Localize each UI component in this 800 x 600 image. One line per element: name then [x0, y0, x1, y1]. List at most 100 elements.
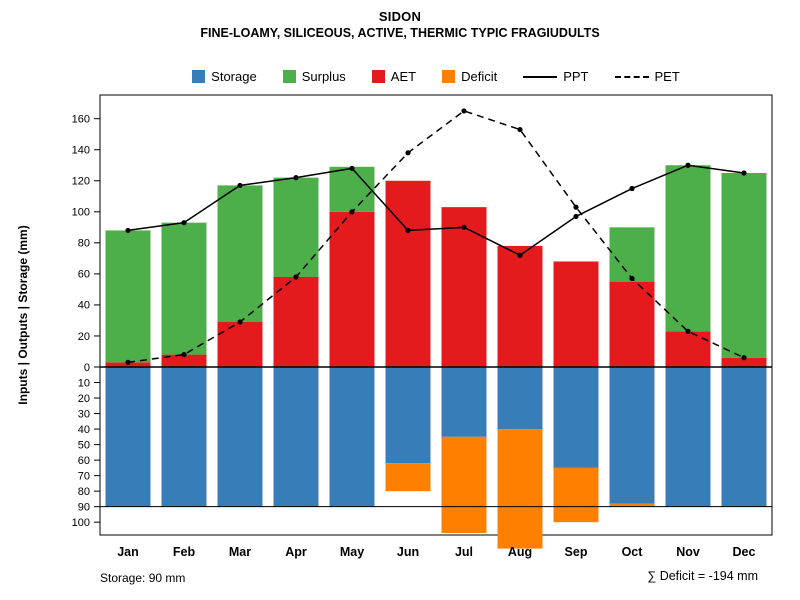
point-pet-aug: [517, 126, 523, 133]
point-pet-jul: [461, 108, 467, 114]
month-label-jul: Jul: [455, 545, 473, 559]
month-label-feb: Feb: [173, 545, 196, 559]
bar-aet-oct: [609, 281, 655, 367]
bar-deficit-jul: [441, 436, 487, 534]
point-ppt-dec: [741, 170, 747, 176]
month-label-oct: Oct: [622, 545, 644, 559]
bar-storage-nov: [665, 367, 711, 507]
ppt-legend-line-sample: [523, 75, 558, 78]
bar-surplus-feb: [161, 222, 207, 355]
point-pet-may: [349, 209, 355, 215]
bar-storage-mar: [217, 367, 263, 507]
bar-storage-feb: [161, 367, 207, 507]
point-pet-nov: [685, 328, 691, 334]
bar-storage-apr: [273, 367, 319, 507]
bar-surplus-may: [329, 166, 375, 212]
legend-label-aet: AET: [390, 69, 417, 84]
deficit-legend-swatch: [442, 70, 456, 83]
bar-surplus-oct: [609, 227, 655, 282]
y-tick-label: 70: [78, 470, 90, 482]
y-tick-label: 60: [78, 269, 90, 281]
point-ppt-apr: [293, 175, 299, 181]
storage-note: Storage: 90 mm: [100, 571, 186, 585]
bar-storage-jul: [441, 367, 487, 437]
bar-aet-jul: [441, 207, 487, 367]
month-label-sep: Sep: [565, 545, 588, 559]
point-pet-dec: [741, 355, 747, 361]
month-label-apr: Apr: [285, 545, 307, 559]
legend-item-pet: PET: [614, 69, 680, 84]
bar-aet-jun: [385, 180, 431, 367]
point-ppt-nov: [685, 162, 691, 168]
chart-legend: Storage Surplus AET Deficit PPT PET: [0, 69, 800, 84]
point-ppt-jul: [461, 224, 467, 230]
y-tick-label: 40: [78, 300, 90, 312]
line-ppt: [127, 164, 745, 257]
legend-label-pet: PET: [654, 69, 680, 84]
month-label-mar: Mar: [229, 545, 251, 559]
y-tick-label: 100: [72, 517, 90, 529]
point-pet-mar: [237, 319, 243, 325]
point-ppt-feb: [181, 220, 187, 226]
legend-label-storage: Storage: [211, 69, 257, 84]
bar-aet-feb: [161, 354, 207, 367]
y-tick-label: 90: [78, 501, 90, 513]
bar-deficit-sep: [553, 467, 599, 523]
legend-label-ppt: PPT: [563, 69, 589, 84]
bar-aet-apr: [273, 276, 319, 367]
bar-surplus-apr: [273, 177, 319, 277]
deficit-note: ∑ Deficit = -194 mm: [647, 569, 758, 583]
point-pet-apr: [293, 274, 299, 280]
bar-aet-may: [329, 211, 375, 367]
bar-storage-dec: [721, 367, 767, 507]
point-pet-feb: [181, 351, 187, 358]
y-tick-label: 140: [72, 145, 90, 157]
y-tick-label: 40: [78, 424, 90, 436]
month-label-nov: Nov: [676, 545, 700, 559]
bar-aet-mar: [217, 321, 263, 367]
legend-item-deficit: Deficit: [442, 69, 497, 84]
point-ppt-jun: [405, 227, 411, 234]
y-tick-label: 60: [78, 455, 90, 467]
month-label-aug: Aug: [508, 545, 532, 559]
point-pet-jun: [405, 150, 411, 156]
legend-item-surplus: Surplus: [282, 69, 346, 84]
y-tick-label: 0: [84, 362, 90, 374]
bar-storage-aug: [497, 367, 543, 430]
point-ppt-mar: [237, 182, 243, 189]
bar-surplus-mar: [217, 185, 263, 322]
y-axis-label: Inputs | Outputs | Storage (mm): [16, 225, 30, 404]
legend-item-storage: Storage: [192, 69, 257, 84]
bar-aet-dec: [721, 357, 767, 367]
bar-storage-oct: [609, 367, 655, 504]
chart-subtitle: FINE-LOAMY, SILICEOUS, ACTIVE, THERMIC T…: [200, 26, 600, 40]
plot-border: [99, 94, 773, 536]
bar-storage-sep: [553, 367, 599, 468]
line-pet: [127, 110, 745, 364]
y-tick-label: 20: [78, 331, 90, 343]
point-pet-sep: [573, 204, 579, 210]
y-tick-label: 20: [78, 393, 90, 405]
point-ppt-may: [349, 165, 355, 171]
point-ppt-jan: [125, 227, 131, 234]
bar-storage-jan: [105, 367, 151, 507]
bar-aet-sep: [553, 261, 599, 367]
legend-label-surplus: Surplus: [301, 69, 346, 84]
bar-surplus-nov: [665, 165, 711, 332]
bar-aet-aug: [497, 245, 543, 367]
y-tick-label: 160: [72, 113, 90, 125]
bar-deficit-aug: [497, 429, 543, 549]
bar-storage-may: [329, 367, 375, 507]
y-tick-label: 120: [72, 176, 90, 188]
month-label-jun: Jun: [397, 545, 419, 559]
month-label-jan: Jan: [117, 545, 139, 559]
pet-legend-line-sample: [614, 75, 649, 78]
bar-surplus-jan: [105, 230, 151, 363]
point-ppt-oct: [629, 185, 635, 192]
legend-label-deficit: Deficit: [461, 69, 498, 84]
legend-item-aet: AET: [371, 69, 417, 84]
month-label-may: May: [340, 545, 364, 559]
aet-legend-swatch: [371, 70, 385, 83]
y-tick-label: 80: [78, 238, 90, 250]
